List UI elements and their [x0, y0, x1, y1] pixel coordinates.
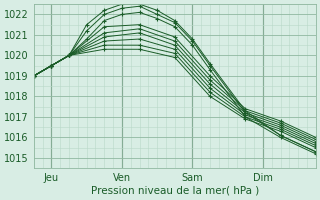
- X-axis label: Pression niveau de la mer( hPa ): Pression niveau de la mer( hPa ): [91, 186, 259, 196]
